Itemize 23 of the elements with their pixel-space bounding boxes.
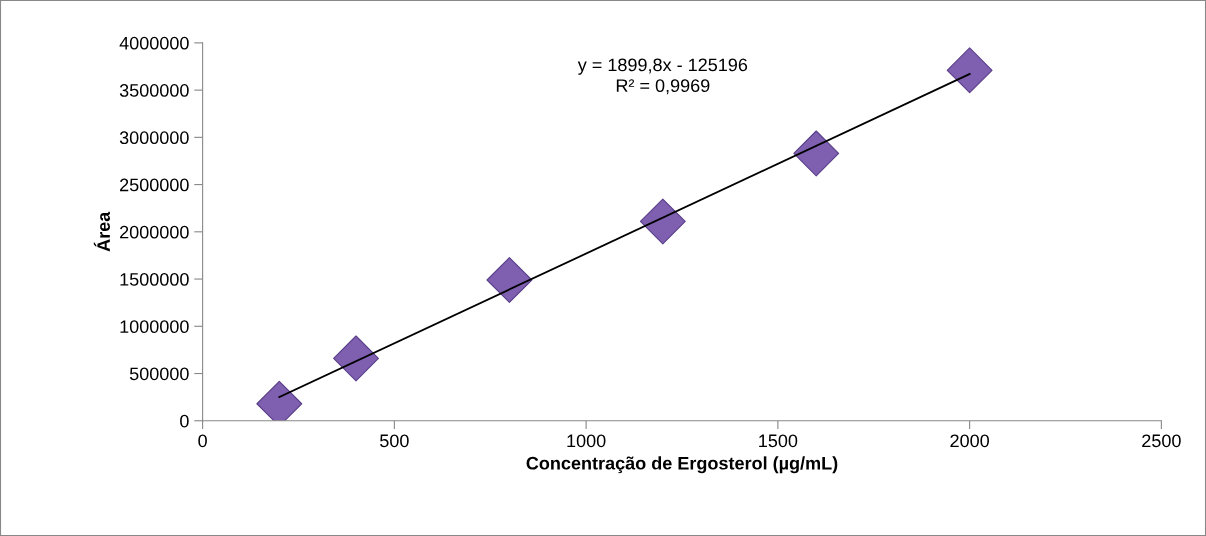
x-axis-title: Concentração de Ergosterol (µg/mL) <box>526 456 838 474</box>
point <box>333 335 379 382</box>
y-tick-label: 500000 <box>129 367 189 381</box>
y-axis-title: Área <box>93 211 111 252</box>
x-tick-label: 2500 <box>1142 434 1181 448</box>
y-tick-label: 3000000 <box>119 131 189 145</box>
y-tick-label: 4000000 <box>119 36 189 50</box>
point <box>946 47 993 94</box>
x-tick-label: 500 <box>380 434 409 448</box>
y-tick-label: 2000000 <box>120 225 189 239</box>
y-tick-label: 0 <box>180 414 189 428</box>
y-tick-label: 1000000 <box>120 320 189 334</box>
point <box>639 198 686 245</box>
x-tick-label: 2000 <box>950 434 989 448</box>
x-tick-label: 1000 <box>567 434 606 448</box>
point <box>793 130 840 177</box>
y-tick-label: 1500000 <box>120 272 189 286</box>
y-tick-label: 2500000 <box>120 178 189 192</box>
y-tick-label: 3500000 <box>119 84 189 97</box>
x-tick-label: 0 <box>198 434 207 448</box>
point <box>486 257 533 303</box>
x-tick-label: 1500 <box>759 434 798 448</box>
annotation: y = 1899,8x - 125196 R² = 0,9969 <box>577 58 748 95</box>
